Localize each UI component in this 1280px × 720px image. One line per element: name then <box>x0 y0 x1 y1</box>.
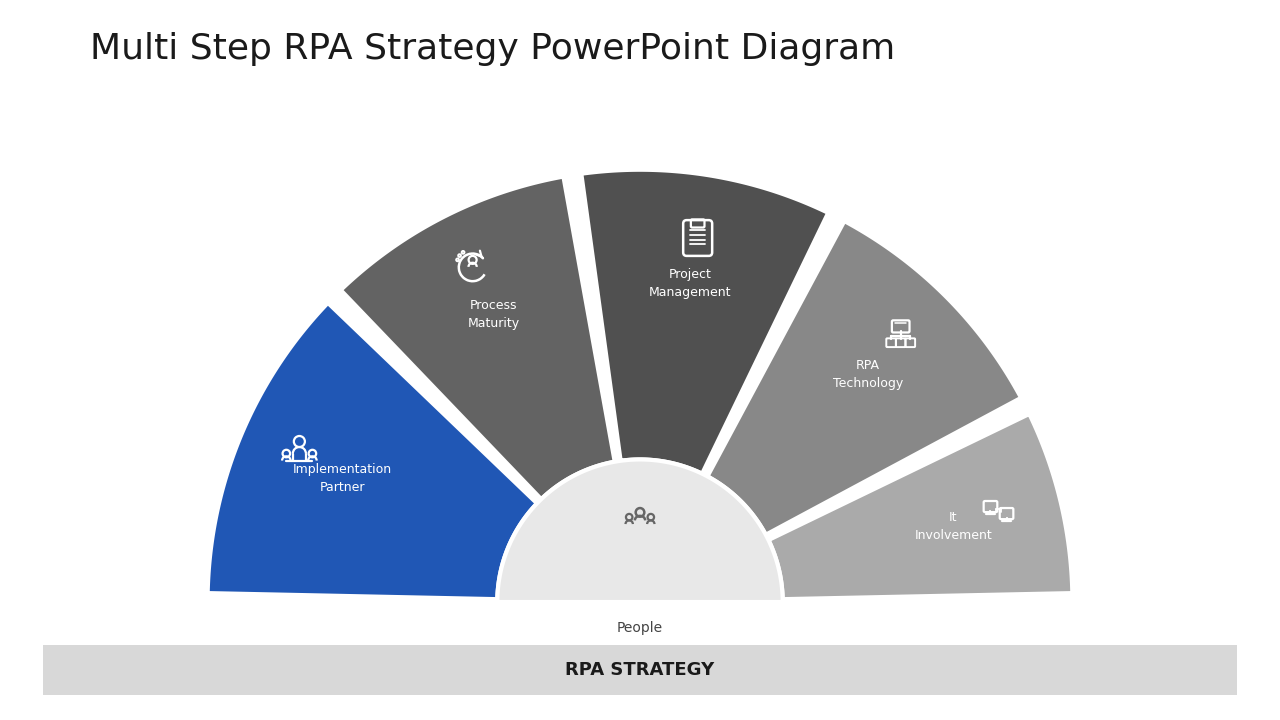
Text: Multi Step RPA Strategy PowerPoint Diagram: Multi Step RPA Strategy PowerPoint Diagr… <box>90 32 895 66</box>
Polygon shape <box>207 303 538 599</box>
Text: Implementation
Partner: Implementation Partner <box>293 463 392 495</box>
Text: Process
Maturity: Process Maturity <box>467 300 520 330</box>
Text: It
Involvement: It Involvement <box>914 511 992 542</box>
Polygon shape <box>768 414 1073 599</box>
Text: People: People <box>617 621 663 635</box>
Polygon shape <box>581 170 828 474</box>
Polygon shape <box>340 176 614 499</box>
Polygon shape <box>498 459 782 602</box>
Polygon shape <box>708 221 1021 535</box>
FancyBboxPatch shape <box>44 645 1236 695</box>
Text: Project
Management: Project Management <box>649 269 732 300</box>
Text: RPA
Technology: RPA Technology <box>833 359 904 390</box>
Text: RPA STRATEGY: RPA STRATEGY <box>566 661 714 679</box>
